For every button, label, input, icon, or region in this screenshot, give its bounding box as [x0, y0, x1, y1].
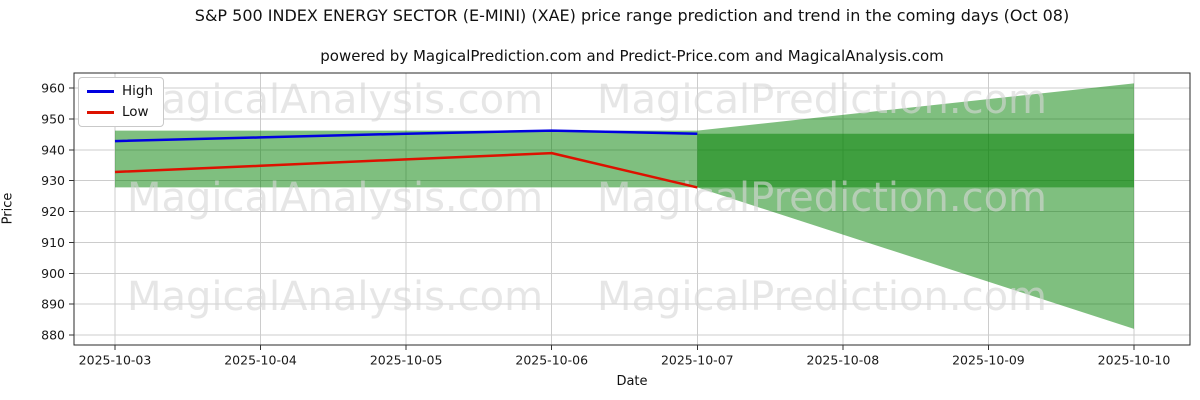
axes-frame	[73, 72, 1191, 346]
legend-label-high: High	[122, 83, 154, 99]
y-axis-label: Price	[0, 192, 16, 225]
y-tick-label: 960	[41, 81, 65, 96]
y-tick-label: 910	[41, 235, 65, 250]
watermark-text: MagicalPrediction.com	[597, 175, 1047, 221]
x-tick-label: 2025-10-07	[661, 353, 734, 368]
low-line-swatch	[87, 111, 114, 114]
watermark-text: MagicalAnalysis.com	[127, 274, 543, 320]
y-tick-label: 880	[41, 328, 65, 343]
low-line	[114, 151, 698, 189]
legend-item-high: High	[87, 83, 153, 100]
y-tick-label: 950	[41, 111, 65, 126]
legend-item-low: Low	[87, 104, 153, 121]
y-tick-label: 930	[41, 173, 65, 188]
y-tick-label: 890	[41, 297, 65, 312]
watermark-text: MagicalPrediction.com	[597, 77, 1047, 123]
high-line-swatch	[87, 90, 114, 93]
legend: High Low	[78, 77, 165, 127]
x-tick-label: 2025-10-05	[370, 353, 443, 368]
chart-subtitle: powered by MagicalPrediction.com and Pre…	[320, 47, 944, 65]
x-axis-label: Date	[616, 374, 648, 389]
x-tick-label: 2025-10-09	[952, 353, 1025, 368]
x-tick-label: 2025-10-08	[807, 353, 880, 368]
x-tick-label: 2025-10-04	[224, 353, 297, 368]
watermark-text: MagicalPrediction.com	[597, 274, 1047, 320]
x-tick-label: 2025-10-03	[79, 353, 152, 368]
y-tick-label: 900	[41, 266, 65, 281]
high-line	[114, 129, 698, 143]
y-tick-label: 940	[41, 142, 65, 157]
forecast-range-band	[697, 133, 1134, 188]
watermark-text: MagicalAnalysis.com	[127, 175, 543, 221]
y-tick-label: 920	[41, 204, 65, 219]
legend-label-low: Low	[122, 104, 149, 120]
x-tick-label: 2025-10-10	[1098, 353, 1171, 368]
chart-title: S&P 500 INDEX ENERGY SECTOR (E-MINI) (XA…	[194, 6, 1070, 25]
watermark-text: MagicalAnalysis.com	[127, 77, 543, 123]
x-tick-label: 2025-10-06	[515, 353, 588, 368]
